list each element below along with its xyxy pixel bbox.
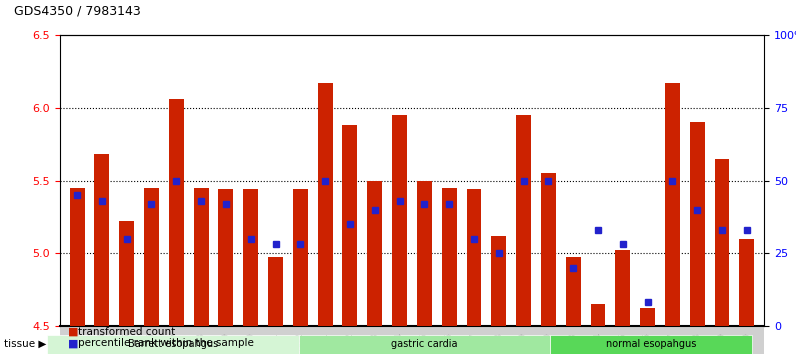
Text: transformed count: transformed count [78,327,175,337]
Text: ■: ■ [68,327,78,337]
Bar [169,99,184,326]
Bar [442,188,457,326]
Bar [318,83,333,326]
Bar [60,326,764,354]
Bar [119,221,134,326]
Text: normal esopahgus: normal esopahgus [606,339,696,349]
Bar [144,188,159,326]
Bar [715,159,729,326]
Text: Barrett esopahgus: Barrett esopahgus [128,339,218,349]
Bar [516,115,531,326]
Bar [591,304,606,326]
Bar [69,188,84,326]
Text: GDS4350 / 7983143: GDS4350 / 7983143 [14,5,141,18]
Bar [244,189,258,326]
Bar [218,189,233,326]
Bar [541,173,556,326]
Bar [566,257,580,326]
Bar [342,125,357,326]
Text: gastric cardia: gastric cardia [392,339,458,349]
Bar [417,181,431,326]
Bar [293,189,308,326]
Bar [690,122,704,326]
Text: percentile rank within the sample: percentile rank within the sample [78,338,254,348]
Text: tissue ▶: tissue ▶ [4,339,46,349]
Bar [367,181,382,326]
Bar [268,257,283,326]
Bar [491,236,506,326]
Bar [466,189,482,326]
Bar [640,308,655,326]
Bar [392,115,407,326]
Bar [95,154,109,326]
Bar [665,83,680,326]
Bar [739,239,755,326]
Text: ■: ■ [68,338,78,348]
Bar [615,250,630,326]
Bar [193,188,209,326]
